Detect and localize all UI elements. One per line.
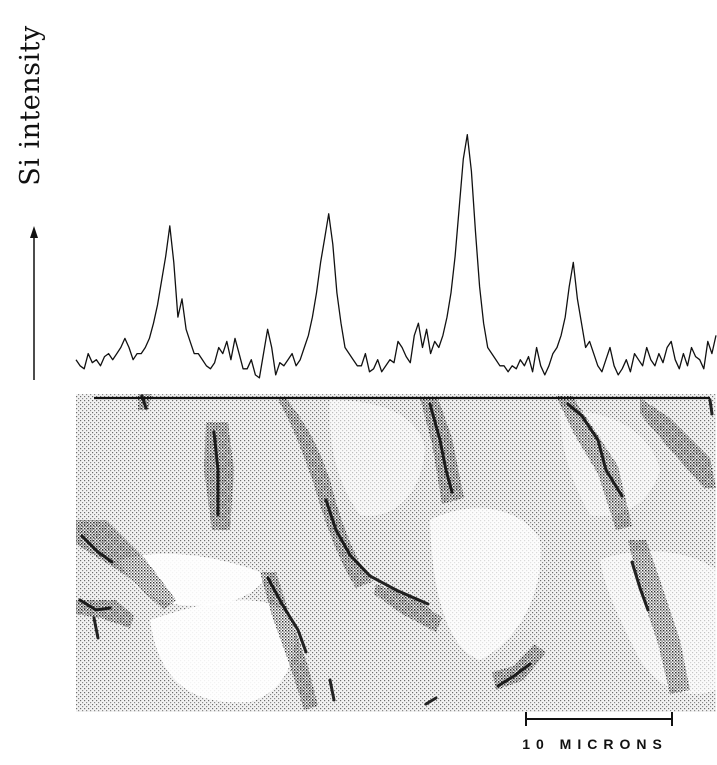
micrograph-panel <box>76 394 716 712</box>
si-intensity-trace <box>75 134 717 379</box>
y-axis-arrow <box>30 226 38 380</box>
scale-bar-label: 10 MICRONS <box>522 736 668 752</box>
si-intensity-line <box>75 134 717 379</box>
scale-bar <box>525 712 673 726</box>
